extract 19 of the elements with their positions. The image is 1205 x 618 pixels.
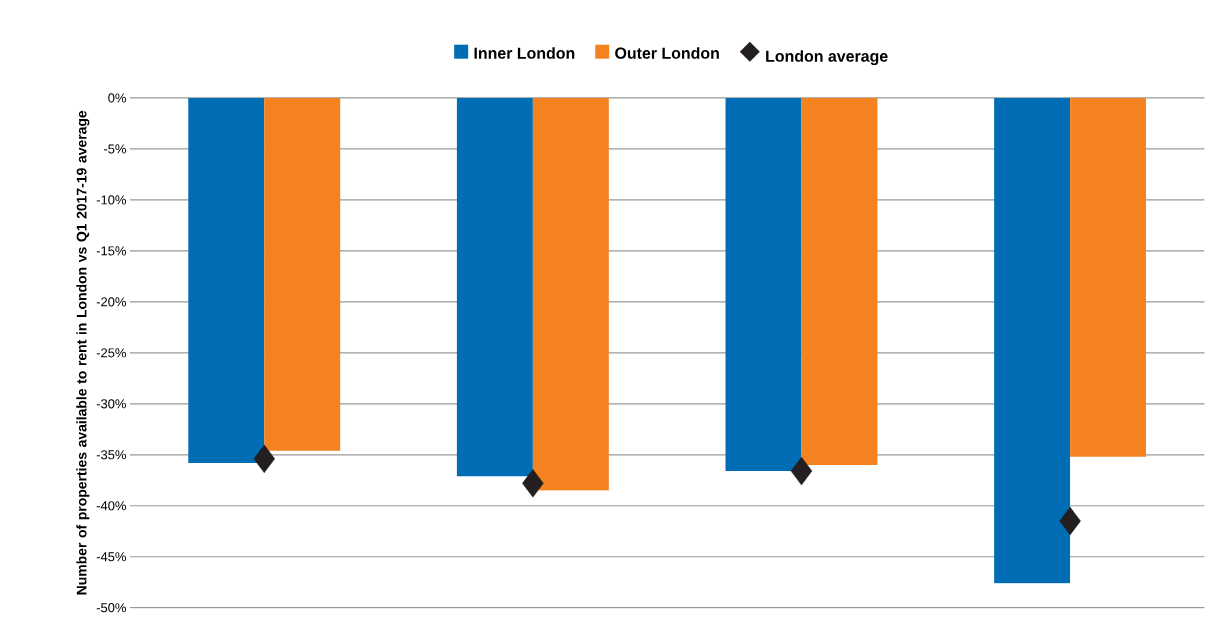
point xyxy=(253,444,275,474)
y-tick-label: -5% xyxy=(103,144,126,154)
legend-label: Outer London xyxy=(615,47,719,59)
y-tick-label: -10% xyxy=(96,195,126,205)
y-tick-label: 0% xyxy=(108,93,126,103)
y-tick-label: -35% xyxy=(96,450,126,460)
y-tick-label: -25% xyxy=(96,348,126,358)
y-tick-label: -15% xyxy=(96,246,126,256)
y-tick-label: -20% xyxy=(96,297,126,307)
point xyxy=(790,457,813,486)
y-tick-label: -50% xyxy=(96,603,126,613)
y-axis-title: Number of properties available to rent in London vs Q1 2017-19 average xyxy=(76,110,90,595)
y-tick-label: -30% xyxy=(96,399,126,409)
y-tick-label: -40% xyxy=(96,501,126,511)
point xyxy=(1059,506,1081,536)
legend-label: Inner London xyxy=(474,47,575,59)
point xyxy=(522,469,544,498)
y-tick-label: -45% xyxy=(96,552,126,562)
legend-label: London average xyxy=(766,50,888,66)
